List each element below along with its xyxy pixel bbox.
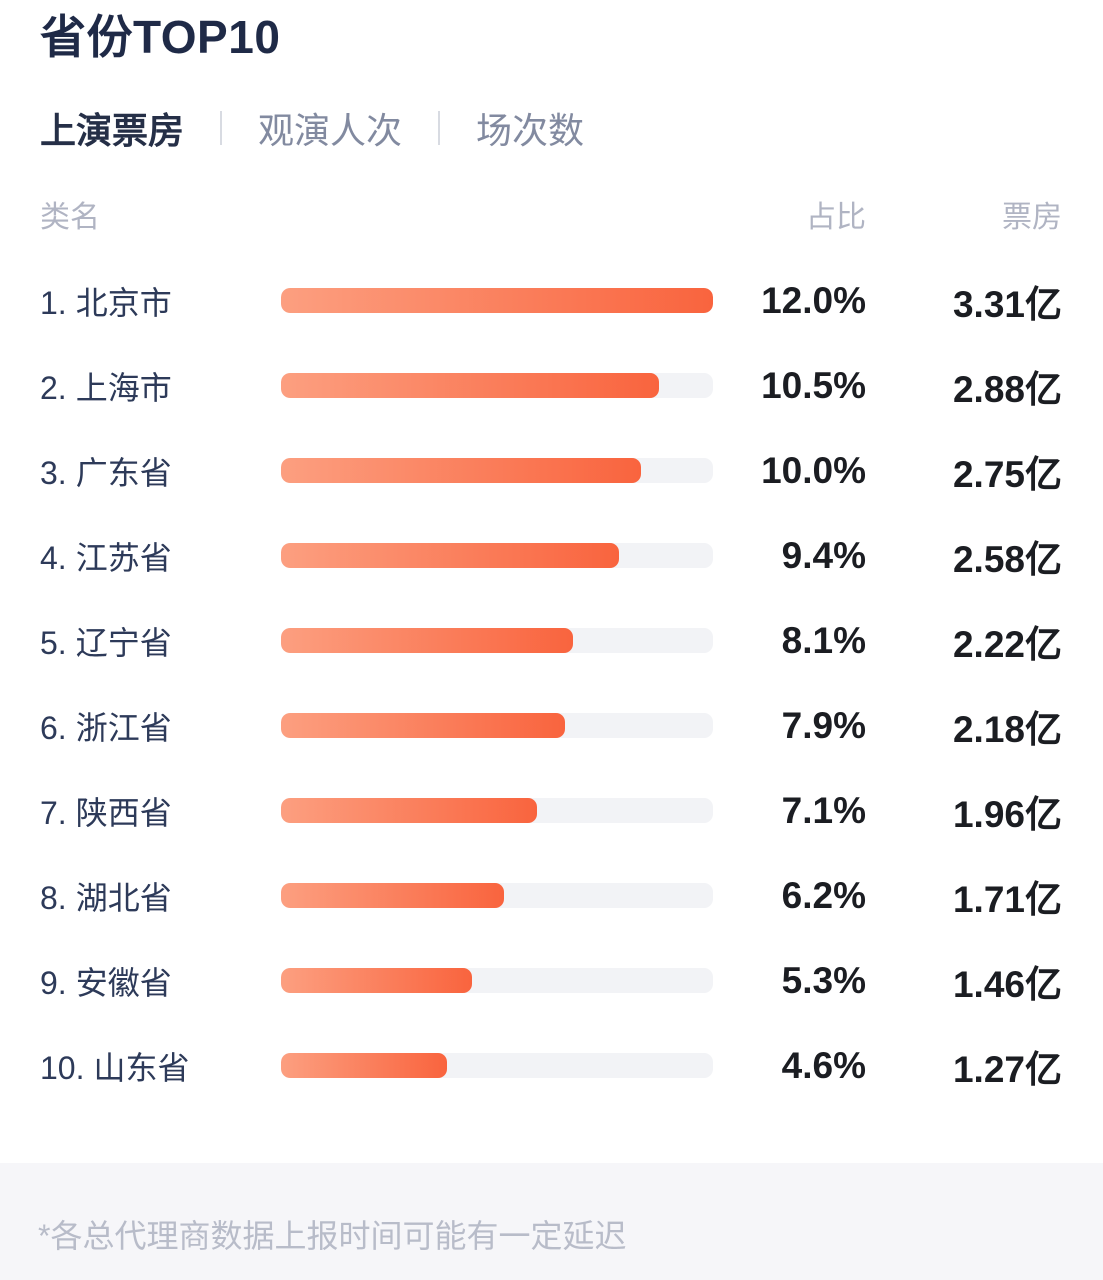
table-row: 3. 广东省 10.0% 2.75亿 <box>40 428 1062 513</box>
bar-track <box>281 628 713 653</box>
bar-track <box>281 288 713 313</box>
bar-fill <box>281 1053 447 1078</box>
rank-number: 3. <box>40 454 67 491</box>
province-name: 辽宁省 <box>75 624 172 661</box>
bar-fill <box>281 543 620 568</box>
table-row: 9. 安徽省 5.3% 1.46亿 <box>40 938 1062 1023</box>
share-value: 12.0% <box>761 279 866 321</box>
ranking-list: 1. 北京市 12.0% 3.31亿 2. 上海市 10.5% 2.88亿 3. 广东… <box>40 258 1062 1108</box>
table-row: 2. 上海市 10.5% 2.88亿 <box>40 343 1062 428</box>
share-value: 7.1% <box>781 789 866 831</box>
boxoffice-value: 1.46亿 <box>952 963 1062 1005</box>
share-value: 6.2% <box>781 874 866 916</box>
province-name: 湖北省 <box>75 879 172 916</box>
province-name: 安徽省 <box>75 964 172 1001</box>
bar-track <box>281 713 713 738</box>
boxoffice-value: 1.96亿 <box>952 793 1062 835</box>
bar-track <box>281 883 713 908</box>
tab-show-count[interactable]: 场次数 <box>476 110 585 151</box>
boxoffice-value: 1.71亿 <box>952 878 1062 920</box>
boxoffice-value: 2.75亿 <box>952 453 1062 495</box>
province-name: 陕西省 <box>75 794 172 831</box>
table-row: 8. 湖北省 6.2% 1.71亿 <box>40 853 1062 938</box>
footer-note-bar: *各总代理商数据上报时间可能有一定延迟 <box>0 1163 1103 1280</box>
share-value: 10.0% <box>761 449 866 491</box>
rank-number: 6. <box>40 709 67 746</box>
table-row: 4. 江苏省 9.4% 2.58亿 <box>40 513 1062 598</box>
boxoffice-value: 3.31亿 <box>952 283 1062 325</box>
bar-track <box>281 458 713 483</box>
metric-tabs: 上演票房 观演人次 场次数 <box>40 102 584 154</box>
boxoffice-value: 1.27亿 <box>952 1048 1062 1090</box>
rank-number: 5. <box>40 624 67 661</box>
table-row: 7. 陕西省 7.1% 1.96亿 <box>40 768 1062 853</box>
bar-fill <box>281 883 505 908</box>
boxoffice-value: 2.58亿 <box>952 538 1062 580</box>
tab-audience-count[interactable]: 观演人次 <box>258 110 403 151</box>
table-row: 10. 山东省 4.6% 1.27亿 <box>40 1023 1062 1108</box>
bar-fill <box>281 373 659 398</box>
province-label: 4. 江苏省 <box>40 533 281 579</box>
rank-number: 1. <box>40 284 67 321</box>
province-label: 8. 湖北省 <box>40 873 281 919</box>
province-label: 7. 陕西省 <box>40 788 281 834</box>
province-name: 广东省 <box>75 454 172 491</box>
share-value: 4.6% <box>781 1044 866 1086</box>
tab-box-office[interactable]: 上演票房 <box>40 110 185 151</box>
column-header-boxoffice: 票房 <box>1002 201 1062 234</box>
rank-number: 2. <box>40 369 67 406</box>
bar-fill <box>281 798 537 823</box>
share-value: 5.3% <box>781 959 866 1001</box>
province-name: 上海市 <box>75 369 172 406</box>
province-label: 9. 安徽省 <box>40 958 281 1004</box>
province-name: 浙江省 <box>75 709 172 746</box>
province-label: 10. 山东省 <box>40 1043 281 1089</box>
share-value: 10.5% <box>761 364 866 406</box>
province-name: 江苏省 <box>75 539 172 576</box>
share-value: 7.9% <box>781 704 866 746</box>
province-label: 1. 北京市 <box>40 278 281 324</box>
table-row: 5. 辽宁省 8.1% 2.22亿 <box>40 598 1062 683</box>
share-value: 8.1% <box>781 619 866 661</box>
province-label: 5. 辽宁省 <box>40 618 281 664</box>
province-label: 2. 上海市 <box>40 363 281 409</box>
bar-fill <box>281 968 472 993</box>
column-header-share: 占比 <box>806 201 866 234</box>
rank-number: 4. <box>40 539 67 576</box>
bar-fill <box>281 628 573 653</box>
page-title: 省份TOP10 <box>40 11 281 63</box>
bar-fill <box>281 458 641 483</box>
province-label: 6. 浙江省 <box>40 703 281 749</box>
boxoffice-value: 2.18亿 <box>952 708 1062 750</box>
bar-track <box>281 968 713 993</box>
table-row: 6. 浙江省 7.9% 2.18亿 <box>40 683 1062 768</box>
rank-number: 7. <box>40 794 67 831</box>
table-row: 1. 北京市 12.0% 3.31亿 <box>40 258 1062 343</box>
boxoffice-value: 2.22亿 <box>952 623 1062 665</box>
boxoffice-value: 2.88亿 <box>952 368 1062 410</box>
column-header-name: 类名 <box>40 201 100 234</box>
footer-note: *各总代理商数据上报时间可能有一定延迟 <box>38 1218 627 1254</box>
tab-separator <box>438 111 441 145</box>
tab-separator <box>220 111 223 145</box>
rank-number: 10. <box>40 1049 85 1086</box>
province-name: 山东省 <box>93 1049 190 1086</box>
rank-number: 8. <box>40 879 67 916</box>
province-label: 3. 广东省 <box>40 448 281 494</box>
rank-number: 9. <box>40 964 67 1001</box>
bar-track <box>281 798 713 823</box>
table-header: 类名 占比 票房 <box>40 192 1062 234</box>
share-value: 9.4% <box>781 534 866 576</box>
bar-track <box>281 543 713 568</box>
bar-fill <box>281 288 713 313</box>
bar-track <box>281 373 713 398</box>
bar-fill <box>281 713 566 738</box>
province-name: 北京市 <box>75 284 172 321</box>
bar-track <box>281 1053 713 1078</box>
